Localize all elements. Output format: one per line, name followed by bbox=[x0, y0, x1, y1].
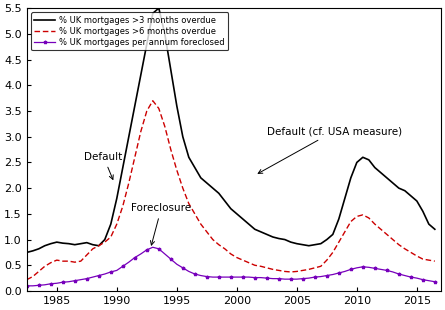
Line: % UK mortgages >6 months overdue: % UK mortgages >6 months overdue bbox=[27, 101, 435, 280]
% UK mortgages >6 months overdue bbox=[102, 240, 107, 244]
% UK mortgages >6 months overdue bbox=[54, 258, 60, 262]
% UK mortgages >3 months overdue bbox=[102, 238, 107, 241]
% UK mortgages per annum foreclosed bbox=[150, 246, 155, 249]
% UK mortgages per annum foreclosed bbox=[432, 280, 437, 284]
% UK mortgages per annum foreclosed bbox=[54, 281, 60, 285]
% UK mortgages >6 months overdue bbox=[264, 266, 270, 270]
% UK mortgages >3 months overdue bbox=[156, 6, 162, 10]
% UK mortgages per annum foreclosed bbox=[162, 252, 167, 256]
% UK mortgages per annum foreclosed bbox=[102, 272, 107, 276]
% UK mortgages >3 months overdue bbox=[54, 240, 60, 244]
% UK mortgages per annum foreclosed bbox=[426, 279, 432, 282]
Text: Default (cf. USA measure): Default (cf. USA measure) bbox=[258, 126, 402, 173]
% UK mortgages >3 months overdue bbox=[264, 232, 270, 236]
Line: % UK mortgages >3 months overdue: % UK mortgages >3 months overdue bbox=[27, 8, 435, 252]
Text: Default: Default bbox=[85, 152, 123, 179]
% UK mortgages >3 months overdue bbox=[426, 222, 432, 226]
% UK mortgages per annum foreclosed bbox=[264, 276, 270, 280]
% UK mortgages >6 months overdue bbox=[426, 258, 432, 262]
% UK mortgages >6 months overdue bbox=[432, 259, 437, 263]
% UK mortgages >6 months overdue bbox=[150, 99, 155, 103]
Legend: % UK mortgages >3 months overdue, % UK mortgages >6 months overdue, % UK mortgag: % UK mortgages >3 months overdue, % UK m… bbox=[31, 12, 228, 50]
% UK mortgages per annum foreclosed bbox=[24, 284, 29, 288]
% UK mortgages >6 months overdue bbox=[24, 278, 29, 281]
Line: % UK mortgages per annum foreclosed: % UK mortgages per annum foreclosed bbox=[25, 246, 437, 288]
% UK mortgages >3 months overdue bbox=[24, 250, 29, 254]
% UK mortgages >6 months overdue bbox=[162, 125, 167, 128]
% UK mortgages >3 months overdue bbox=[168, 68, 174, 72]
% UK mortgages >6 months overdue bbox=[168, 148, 174, 151]
Text: Foreclosure: Foreclosure bbox=[131, 203, 191, 245]
% UK mortgages >3 months overdue bbox=[162, 32, 167, 36]
% UK mortgages >3 months overdue bbox=[432, 228, 437, 231]
% UK mortgages per annum foreclosed bbox=[168, 257, 174, 261]
